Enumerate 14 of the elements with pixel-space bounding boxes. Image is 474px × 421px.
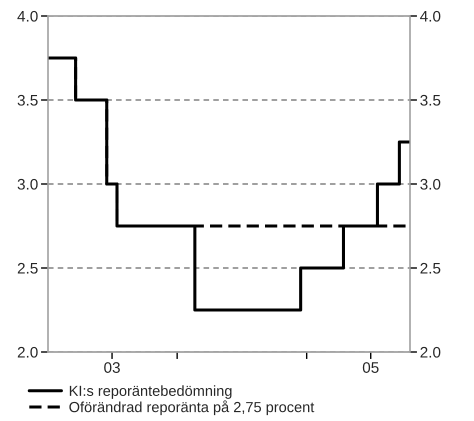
y2-tick-label: 2.5 (420, 262, 440, 274)
y2-tick-label: 4.0 (420, 10, 440, 22)
y2-tick-label: 2.0 (420, 346, 440, 358)
legend-label: KI:s reporäntebedömning (70, 385, 232, 399)
y-tick-label: 3.5 (18, 94, 38, 106)
y-tick-label: 4.0 (17, 10, 38, 22)
legend-label: Oförändrad reporänta på 2,75 procent (69, 400, 314, 416)
x-tick-label: 03 (104, 362, 120, 373)
y2-tick-label: 3.0 (420, 178, 440, 190)
y-tick-label: 2.0 (18, 346, 38, 358)
y-tick-label: 3.0 (18, 178, 38, 190)
y-tick-label: 2.5 (18, 262, 38, 274)
y2-tick-label: 3.5 (420, 94, 440, 106)
x-tick-label: 05 (362, 362, 379, 373)
